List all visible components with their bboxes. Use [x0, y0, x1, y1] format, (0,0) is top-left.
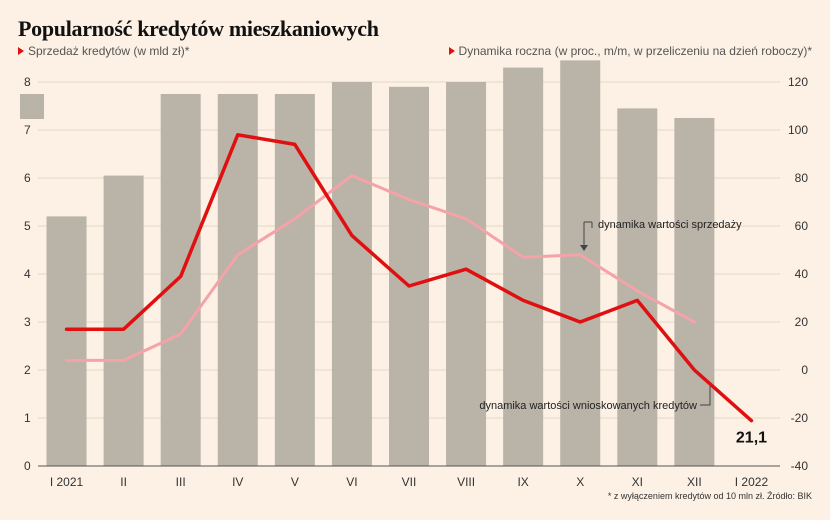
right-axis-subtitle: Dynamika roczna (w proc., m/m, w przelic… — [448, 44, 812, 58]
applications-dynamics-label: dynamika wartości wnioskowanych kredytów — [479, 400, 697, 412]
left-tick-label: 0 — [24, 459, 31, 473]
left-axis-subtitle: Sprzedaż kredytów (w mld zł)* — [18, 44, 189, 58]
bar — [46, 216, 87, 466]
bar — [674, 118, 715, 466]
x-tick-label: IX — [517, 475, 528, 489]
left-tick-label: 7 — [24, 123, 31, 137]
left-tick-label: 5 — [24, 219, 31, 233]
left-tick-label: 6 — [24, 171, 31, 185]
x-tick-label: VI — [346, 475, 357, 489]
bar-edge-marker — [20, 94, 44, 119]
right-tick-label: 0 — [801, 363, 808, 377]
sales-dynamics-label: dynamika wartości sprzedaży — [598, 219, 742, 231]
right-axis-subtitle-text: Dynamika roczna (w proc., m/m, w przelic… — [458, 44, 812, 58]
right-tick-label: 80 — [795, 171, 809, 185]
bar — [160, 94, 201, 466]
left-tick-label: 4 — [24, 267, 31, 281]
x-tick-label: X — [576, 475, 584, 489]
annotation-leader — [700, 386, 711, 406]
bar — [389, 86, 429, 467]
x-tick-label: V — [291, 475, 299, 489]
x-tick-label: IV — [232, 475, 243, 489]
chart-title: Popularność kredytów mieszkaniowych — [18, 16, 379, 41]
bar — [217, 94, 258, 466]
left-tick-label: 1 — [24, 411, 31, 425]
x-tick-label: XI — [632, 475, 643, 489]
last-value-label: 21,1 — [736, 430, 767, 447]
right-tick-label: -20 — [791, 411, 809, 425]
bar — [331, 82, 372, 466]
annotation-arrow-icon — [580, 245, 588, 251]
right-tick-label: 60 — [795, 219, 809, 233]
left-tick-label: 8 — [24, 75, 31, 89]
footnote: * z wyłączeniem kredytów od 10 mln zł. Ź… — [607, 491, 812, 501]
bar — [617, 108, 658, 467]
right-tick-label: 40 — [795, 267, 809, 281]
sales-dynamics-line — [65, 174, 696, 362]
x-tick-label: I 2022 — [735, 475, 769, 489]
left-tick-label: 3 — [24, 315, 31, 329]
x-tick-label: VII — [402, 475, 417, 489]
triangle-marker-icon — [448, 47, 455, 55]
x-tick-label: III — [176, 475, 186, 489]
left-tick-label: 2 — [24, 363, 31, 377]
x-tick-label: II — [120, 475, 127, 489]
x-tick-label: XII — [687, 475, 702, 489]
right-tick-label: -40 — [791, 459, 809, 473]
x-tick-label: VIII — [457, 475, 475, 489]
left-axis-subtitle-text: Sprzedaż kredytów (w mld zł)* — [28, 44, 190, 58]
bar — [503, 67, 544, 466]
bar — [103, 175, 144, 466]
bar — [274, 94, 315, 466]
x-tick-label: I 2021 — [50, 475, 84, 489]
triangle-marker-icon — [18, 47, 24, 55]
applications-dynamics-line — [64, 133, 754, 423]
right-tick-label: 120 — [788, 75, 808, 89]
right-tick-label: 100 — [788, 123, 808, 137]
right-tick-label: 20 — [795, 315, 809, 329]
